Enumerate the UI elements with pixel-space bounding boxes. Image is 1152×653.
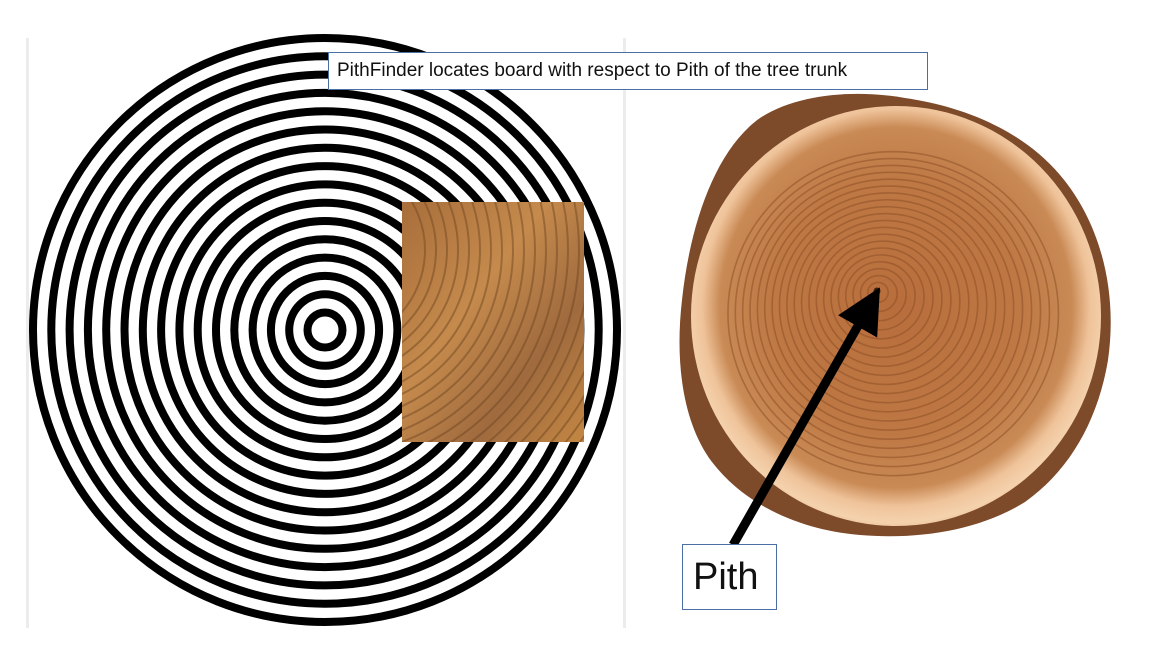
tree-trunk-cross-section <box>679 93 1111 537</box>
growth-ring <box>734 157 1051 468</box>
growth-ring <box>741 164 1042 459</box>
board-grain-line <box>402 202 525 432</box>
growth-ring <box>771 192 1006 422</box>
board-grain-line <box>402 202 459 357</box>
pith-arrow <box>729 287 880 548</box>
title-callout: PithFinder locates board with respect to… <box>328 52 928 90</box>
board-sample-photo <box>402 202 584 442</box>
board-grain-line <box>402 202 514 420</box>
board-grain-line <box>426 202 547 442</box>
board-grain-line <box>468 202 569 442</box>
board-grain-line <box>402 202 503 408</box>
target-ring <box>285 290 365 370</box>
board-grain-line <box>402 202 448 344</box>
growth-ring <box>822 240 943 358</box>
board-grain-line <box>402 202 426 314</box>
left-divider-line <box>26 38 29 628</box>
growth-ring <box>793 212 979 395</box>
pith-label: Pith <box>682 544 777 610</box>
pith-dot <box>873 287 881 295</box>
board-grain-line <box>402 202 437 330</box>
target-ring <box>47 52 603 608</box>
growth-ring <box>756 178 1024 441</box>
growth-ring <box>727 150 1060 477</box>
growth-ring <box>800 219 970 386</box>
growth-ring <box>749 171 1033 450</box>
board-grain-line <box>402 202 492 396</box>
board-grain-line <box>486 202 580 442</box>
growth-ring <box>830 247 934 349</box>
growth-ring <box>778 199 997 413</box>
center-divider-line <box>623 38 626 628</box>
growth-ring <box>786 205 988 404</box>
board-grain-line <box>402 202 481 383</box>
target-ring <box>303 308 347 352</box>
target-ring <box>29 34 621 626</box>
board-grain-line <box>449 202 558 442</box>
board-grain-line <box>402 202 470 371</box>
target-ring <box>230 235 420 425</box>
board-grain-line <box>402 202 536 442</box>
target-ring <box>248 253 402 407</box>
growth-ring <box>763 185 1015 431</box>
growth-ring <box>808 226 961 377</box>
growth-ring <box>815 233 952 368</box>
target-ring <box>266 271 384 389</box>
